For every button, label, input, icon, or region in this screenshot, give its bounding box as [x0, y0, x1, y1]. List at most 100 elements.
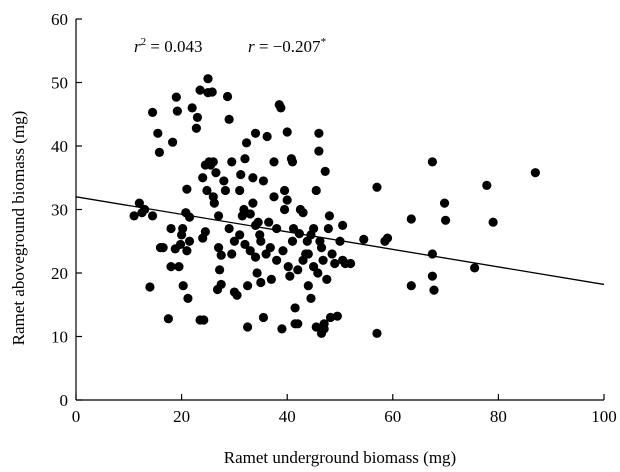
data-point: [245, 209, 255, 219]
data-point: [178, 223, 188, 234]
x-tick-label: 0: [72, 407, 81, 426]
data-point: [482, 180, 492, 190]
data-point: [199, 315, 209, 325]
data-point: [258, 312, 269, 323]
y-tick-label: 20: [51, 264, 68, 283]
data-point: [306, 293, 316, 303]
data-point: [213, 211, 224, 221]
y-axis-label: Ramet aboveground biomass (mg): [9, 111, 28, 346]
x-tick-label: 20: [173, 407, 190, 426]
data-point: [345, 258, 356, 269]
x-tick-label: 80: [490, 407, 507, 426]
data-point: [293, 265, 303, 275]
r-symbol: r: [248, 37, 255, 56]
data-point: [324, 211, 335, 221]
data-point: [272, 255, 282, 265]
data-point: [216, 250, 226, 260]
data-point: [279, 185, 290, 196]
data-point: [224, 114, 234, 124]
data-point: [248, 173, 258, 183]
data-point: [229, 236, 239, 246]
r-significance: *: [321, 36, 327, 48]
data-point: [256, 277, 266, 288]
r2-exponent: 2: [141, 36, 147, 48]
data-point: [184, 236, 195, 246]
data-point: [264, 217, 274, 227]
data-point: [203, 74, 213, 84]
data-point: [320, 166, 330, 176]
data-point: [240, 154, 250, 164]
y-tick-label: 0: [60, 391, 69, 410]
data-point: [243, 322, 253, 332]
data-point: [235, 185, 245, 196]
data-point: [332, 311, 342, 321]
data-point: [175, 239, 186, 250]
data-point: [372, 182, 382, 192]
data-point: [174, 262, 184, 272]
data-point: [219, 176, 229, 186]
data-point: [283, 262, 293, 272]
data-point: [313, 268, 323, 278]
data-point: [382, 233, 393, 243]
data-point: [171, 92, 181, 102]
data-point: [192, 112, 203, 123]
data-points: [129, 74, 540, 338]
data-point: [372, 328, 382, 338]
data-point: [208, 157, 218, 167]
data-point: [129, 211, 139, 221]
data-point: [178, 281, 188, 291]
x-axis-label: Ramet underground biomass (mg): [224, 448, 456, 467]
r2-symbol: r: [134, 37, 141, 56]
data-point: [253, 217, 263, 227]
data-point: [182, 184, 192, 194]
data-point: [207, 87, 217, 97]
x-tick-label: 100: [591, 407, 617, 426]
data-point: [282, 127, 292, 137]
data-point: [145, 282, 155, 292]
data-point: [240, 239, 250, 250]
trendline-group: [75, 196, 605, 286]
data-point: [183, 293, 193, 303]
data-point: [213, 243, 224, 253]
data-point: [191, 123, 201, 133]
data-point: [258, 176, 269, 186]
data-point: [252, 268, 262, 278]
data-point: [470, 263, 480, 273]
data-point: [195, 85, 205, 95]
regression-line: [75, 196, 605, 286]
data-point: [256, 236, 266, 246]
data-point: [202, 185, 212, 196]
data-point: [235, 230, 245, 240]
data-point: [439, 198, 450, 208]
data-point: [220, 185, 231, 196]
data-point: [241, 138, 252, 148]
data-point: [441, 215, 451, 225]
data-point: [303, 281, 313, 291]
data-point: [427, 249, 437, 259]
data-point: [338, 220, 348, 230]
y-tick-label: 60: [51, 10, 68, 29]
data-point: [327, 249, 337, 259]
data-point: [314, 128, 324, 138]
data-point: [209, 198, 219, 208]
data-point: [232, 290, 242, 300]
data-point: [287, 157, 298, 167]
data-point: [262, 131, 272, 142]
data-point: [227, 249, 237, 259]
data-point: [278, 246, 288, 256]
data-point: [303, 249, 313, 259]
data-point: [198, 173, 208, 183]
data-point: [330, 258, 340, 269]
data-point: [311, 322, 321, 332]
y-tick-label: 40: [51, 137, 68, 156]
data-point: [168, 137, 178, 147]
data-point: [172, 106, 182, 116]
data-point: [316, 243, 327, 253]
data-point: [488, 217, 498, 227]
data-point: [266, 274, 276, 284]
data-point: [325, 312, 336, 323]
data-point: [265, 243, 275, 253]
data-point: [243, 281, 253, 291]
data-point: [140, 204, 150, 215]
data-point: [530, 168, 540, 178]
